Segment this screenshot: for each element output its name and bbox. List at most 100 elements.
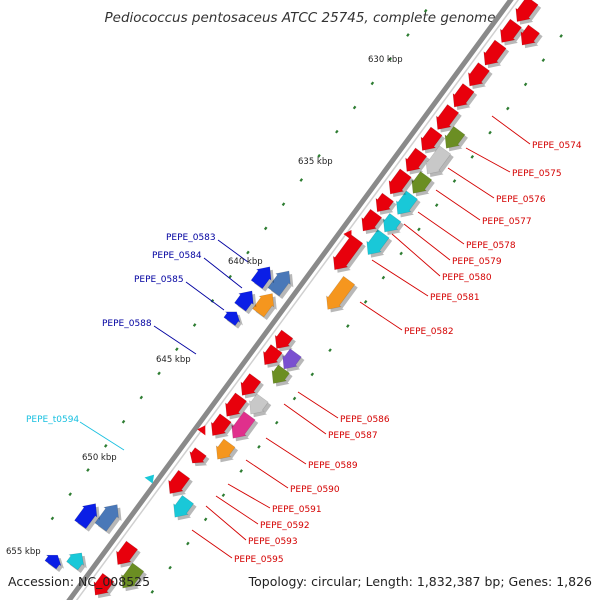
genes-layer: [44, 0, 543, 599]
tick-dot: [168, 565, 172, 570]
gene-label-right: PEPE_0578: [466, 241, 516, 251]
gene-arrow: [225, 392, 250, 420]
gene-arrow: [382, 212, 404, 236]
label-leader: [205, 505, 247, 541]
gene-arrow: [420, 126, 446, 154]
tick-dot: [139, 395, 144, 400]
scale-label: 640 kbp: [228, 257, 263, 267]
tick-dot: [541, 58, 546, 63]
gene-arrow-body: [94, 504, 119, 532]
tick-dot: [221, 493, 226, 498]
gene-label-right: PEPE_0592: [260, 521, 310, 531]
tick-dot: [86, 468, 90, 472]
tick-dot: [192, 323, 197, 327]
label-leader: [465, 147, 511, 173]
gene-arrow: [483, 39, 510, 69]
tick-dot: [121, 419, 126, 424]
gene-arrow-body: [267, 270, 291, 297]
gene-arrow: [94, 504, 122, 535]
gene-arrow: [326, 275, 358, 313]
gene-arrow: [520, 24, 543, 49]
gene-arrow: [223, 311, 243, 329]
scale-label: 650 kbp: [82, 453, 117, 463]
accession-text: Accession: NC_008525: [8, 574, 151, 589]
tick-dot: [346, 324, 350, 328]
gene-arrow-body: [121, 562, 145, 589]
gene-arrow: [425, 145, 454, 178]
gene-arrow: [168, 469, 193, 497]
gene-label-right: PEPE_0593: [248, 537, 298, 547]
label-leader: [265, 437, 307, 465]
gene-arrow-body: [252, 293, 275, 318]
gene-arrow: [375, 192, 397, 215]
gene-arrow-body: [520, 24, 541, 46]
tick-dot: [263, 226, 268, 231]
label-leader: [245, 459, 289, 489]
gene-arrow: [444, 125, 468, 152]
tick-dot: [335, 129, 339, 134]
tick-dot: [150, 589, 155, 594]
gene-arrow-body: [234, 290, 254, 312]
label-leader: [191, 529, 233, 559]
tick-dot: [470, 154, 475, 159]
gene-arrow: [173, 494, 197, 521]
scale-label: 655 kbp: [6, 547, 41, 557]
gene-label-right: PEPE_0595: [234, 555, 284, 565]
gene-arrow: [411, 171, 435, 197]
tick-dot: [523, 82, 528, 87]
gene-arrow-body: [66, 552, 85, 571]
gene-arrow: [361, 208, 385, 235]
gene-label-left: PEPE_t0594: [26, 415, 79, 425]
backbone-line: [66, 0, 514, 600]
tick-dot: [281, 202, 286, 207]
tick-dot: [50, 516, 55, 521]
tick-dot: [68, 492, 72, 497]
label-leader: [371, 259, 429, 297]
tick-dot: [452, 179, 457, 183]
tick-dot: [406, 33, 410, 37]
tick-dot: [103, 444, 108, 448]
labels-layer: PEPE_0574 PEPE_0575 PEPE_0576 PEPE_0577 PEPE…: [26, 141, 582, 565]
tick-dot: [157, 371, 161, 376]
gene-arrow: [436, 104, 462, 133]
gene-arrow-body: [274, 329, 294, 350]
gene-arrow-body: [263, 344, 283, 366]
gene-arrow: [74, 503, 100, 532]
gene-arrow-body: [44, 554, 62, 570]
gene-arrow-body: [250, 266, 272, 290]
backbone-layer: [66, 0, 520, 600]
rna-marker: [144, 474, 155, 484]
gene-arrow: [250, 266, 275, 292]
tick-dot: [370, 81, 375, 86]
tick-dot: [559, 34, 563, 38]
tick-dot: [186, 541, 190, 546]
gene-arrow-body: [231, 411, 256, 439]
gene-arrow: [366, 229, 393, 258]
gene-arrow: [252, 293, 277, 320]
label-leader: [203, 257, 243, 289]
tick-dot: [352, 105, 357, 110]
label-leader: [447, 167, 495, 199]
gene-arrow-body: [223, 311, 241, 327]
gene-arrow: [515, 0, 542, 25]
gene-arrow: [274, 329, 296, 352]
tick-dot: [488, 130, 492, 135]
tick-dot: [203, 517, 208, 522]
tick-dot: [175, 347, 179, 352]
gene-arrow: [267, 270, 294, 300]
gene-label-right: PEPE_0589: [308, 461, 358, 471]
tick-dot: [399, 251, 403, 256]
gene-arrow: [240, 373, 264, 399]
tick-dot: [317, 154, 321, 158]
gene-label-left: PEPE_0584: [152, 251, 202, 261]
gene-arrow: [468, 62, 493, 90]
label-leader: [359, 301, 403, 331]
gene-arrow-body: [173, 494, 195, 518]
gene-arrow-body: [396, 190, 418, 215]
gene-arrow-body: [249, 393, 269, 415]
tick-dot: [228, 274, 232, 279]
gene-arrow-body: [225, 392, 248, 417]
label-leader: [283, 403, 327, 435]
label-leaders-layer: [79, 115, 531, 559]
gene-arrow-body: [326, 275, 356, 310]
